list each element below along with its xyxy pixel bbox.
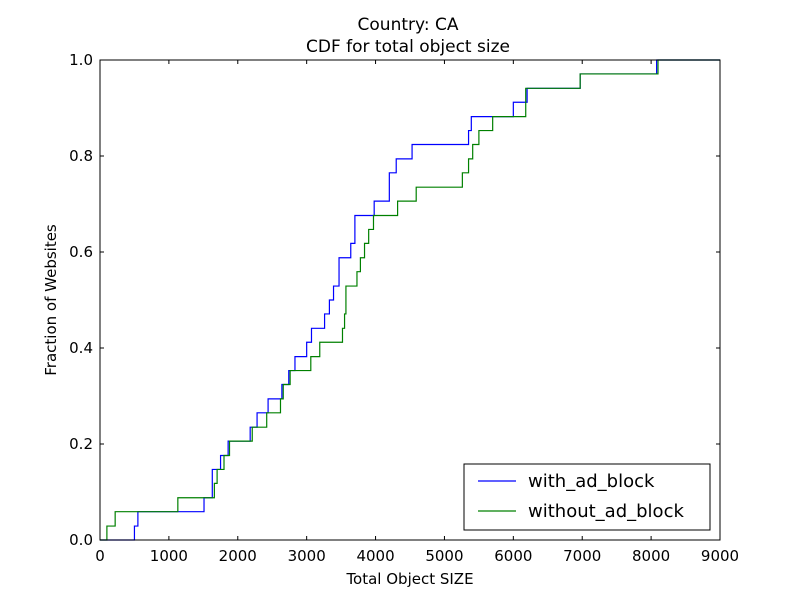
- y-tick-label: 0.4: [69, 339, 93, 357]
- x-tick-label: 9000: [701, 547, 739, 565]
- y-tick-label: 0.0: [69, 531, 93, 549]
- y-tick-labels: 0.0 0.2 0.4 0.6 0.8 1.0: [69, 51, 93, 549]
- x-axis-label: Total Object SIZE: [345, 570, 473, 588]
- y-tick-label: 0.2: [69, 435, 93, 453]
- x-tick-label: 7000: [563, 547, 601, 565]
- x-tick-label: 5000: [425, 547, 463, 565]
- y-tick-label: 0.8: [69, 147, 93, 165]
- legend-box: [463, 463, 711, 531]
- legend: with_ad_block without_ad_block: [463, 463, 711, 531]
- x-tick-label: 8000: [632, 547, 670, 565]
- x-tick-label: 1000: [150, 547, 188, 565]
- series-line-with-ad-block: [100, 59, 720, 541]
- legend-label-with-ad-block: with_ad_block: [528, 471, 655, 492]
- x-tick-label: 6000: [494, 547, 532, 565]
- plot-frame: [99, 59, 721, 541]
- chart-title: Country: CA: [358, 15, 459, 35]
- y-tick-label: 0.6: [69, 243, 93, 261]
- chart-subtitle: CDF for total object size: [306, 37, 510, 57]
- x-tick-labels: 0 1000 2000 3000 4000 5000 6000 7000 8000 9000: [95, 547, 739, 565]
- x-tick-label: 0: [95, 547, 105, 565]
- plot-lines: [100, 59, 720, 541]
- x-tick-label: 4000: [356, 547, 394, 565]
- series-line-without-ad-block: [100, 59, 720, 541]
- y-axis-label: Fraction of Websites: [42, 224, 60, 376]
- x-tick-label: 3000: [288, 547, 326, 565]
- y-tick-label: 1.0: [69, 51, 93, 69]
- x-tick-label: 2000: [219, 547, 257, 565]
- legend-label-without-ad-block: without_ad_block: [528, 501, 684, 522]
